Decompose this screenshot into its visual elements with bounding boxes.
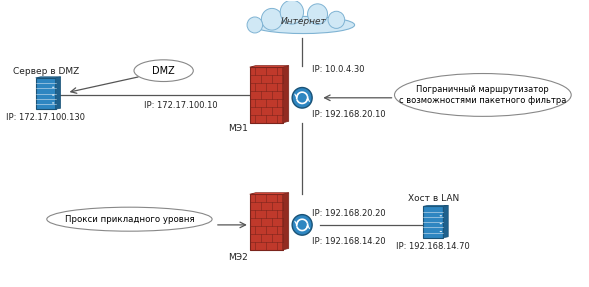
Circle shape	[52, 102, 54, 104]
Text: Интернет: Интернет	[280, 17, 326, 26]
Text: Хост в LAN: Хост в LAN	[408, 195, 459, 203]
Ellipse shape	[262, 8, 283, 30]
Text: Прокси прикладного уровня: Прокси прикладного уровня	[65, 215, 194, 224]
Polygon shape	[250, 66, 289, 67]
Text: МЭ2: МЭ2	[228, 253, 247, 262]
Bar	[423, 206, 444, 238]
Ellipse shape	[328, 11, 345, 28]
Text: IP: 192.168.14.70: IP: 192.168.14.70	[396, 242, 470, 251]
Ellipse shape	[47, 207, 212, 231]
Polygon shape	[250, 193, 289, 194]
Ellipse shape	[292, 88, 312, 108]
Circle shape	[439, 223, 442, 224]
Ellipse shape	[307, 4, 327, 24]
Circle shape	[439, 215, 442, 216]
Text: DMZ: DMZ	[153, 66, 175, 76]
Polygon shape	[283, 193, 289, 250]
Polygon shape	[36, 77, 61, 78]
Polygon shape	[55, 77, 61, 109]
Circle shape	[439, 231, 442, 232]
Bar	[250, 67, 283, 123]
Text: IP: 172.17.100.10: IP: 172.17.100.10	[144, 101, 217, 110]
Circle shape	[52, 94, 54, 96]
Text: IP: 192.168.14.20: IP: 192.168.14.20	[312, 237, 385, 246]
Polygon shape	[444, 205, 448, 238]
Text: МЭ1: МЭ1	[228, 124, 248, 133]
Text: IP: 192.168.20.20: IP: 192.168.20.20	[312, 209, 385, 218]
Text: IP: 10.0.4.30: IP: 10.0.4.30	[312, 65, 365, 74]
Ellipse shape	[247, 17, 263, 33]
Text: IP: 172.17.100.130: IP: 172.17.100.130	[6, 113, 85, 122]
Text: Пограничный маршрутизатор
с возможностями пакетного фильтра: Пограничный маршрутизатор с возможностям…	[399, 85, 567, 105]
Polygon shape	[423, 205, 448, 206]
Text: Сервер в DMZ: Сервер в DMZ	[12, 67, 79, 76]
Ellipse shape	[134, 60, 193, 82]
Text: IP: 192.168.20.10: IP: 192.168.20.10	[312, 110, 385, 119]
Polygon shape	[283, 66, 289, 123]
Ellipse shape	[292, 215, 312, 235]
Circle shape	[52, 87, 54, 88]
Bar	[36, 78, 55, 109]
Bar	[250, 194, 283, 250]
Ellipse shape	[280, 0, 303, 24]
Ellipse shape	[395, 73, 571, 116]
Ellipse shape	[252, 16, 355, 34]
